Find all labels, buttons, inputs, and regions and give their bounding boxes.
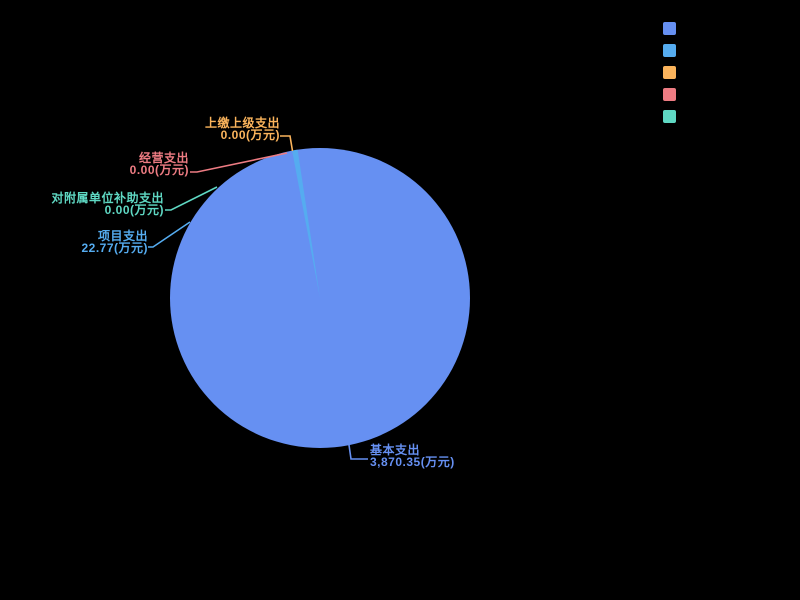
leader-line-basic-expense <box>347 437 368 460</box>
pie-label-name: 基本支出 <box>370 443 421 457</box>
leader-line-remit-to-superior-expense <box>280 135 294 152</box>
pie-label-value: 0.00(万元) <box>104 203 164 217</box>
pie-label-remit-to-superior-expense: 上缴上级支出 0.00(万元) <box>205 117 280 141</box>
pie-slice-project-expense[interactable] <box>292 149 320 298</box>
pie-label-name: 对附属单位补助支出 <box>51 191 164 205</box>
pie-label-basic-expense: 基本支出 3,870.35(万元) <box>370 444 455 468</box>
pie-label-value: 22.77(万元) <box>81 241 148 255</box>
pie-label-subsidy-to-affiliated-units-expense: 对附属单位补助支出 0.00(万元) <box>51 192 164 216</box>
legend-swatch-1[interactable] <box>663 44 676 57</box>
legend-swatch-0[interactable] <box>663 22 676 35</box>
legend <box>663 22 676 123</box>
legend-swatch-4[interactable] <box>663 110 676 123</box>
pie-label-name: 上缴上级支出 <box>204 116 280 130</box>
pie-label-project-expense: 项目支出 22.77(万元) <box>81 230 148 254</box>
legend-swatch-3[interactable] <box>663 88 676 101</box>
pie-label-value: 0.00(万元) <box>220 128 280 142</box>
pie-label-value: 3,870.35(万元) <box>370 455 455 469</box>
pie-label-operating-expense: 经营支出 0.00(万元) <box>130 152 189 176</box>
legend-swatch-2[interactable] <box>663 66 676 79</box>
leader-line-subsidy-to-affiliated-units-expense <box>165 186 218 211</box>
pie-label-value: 0.00(万元) <box>129 163 189 177</box>
pie-label-name: 经营支出 <box>138 151 189 165</box>
leader-line-operating-expense <box>190 152 288 173</box>
leader-line-project-expense <box>148 221 191 248</box>
pie-label-name: 项目支出 <box>97 229 148 243</box>
